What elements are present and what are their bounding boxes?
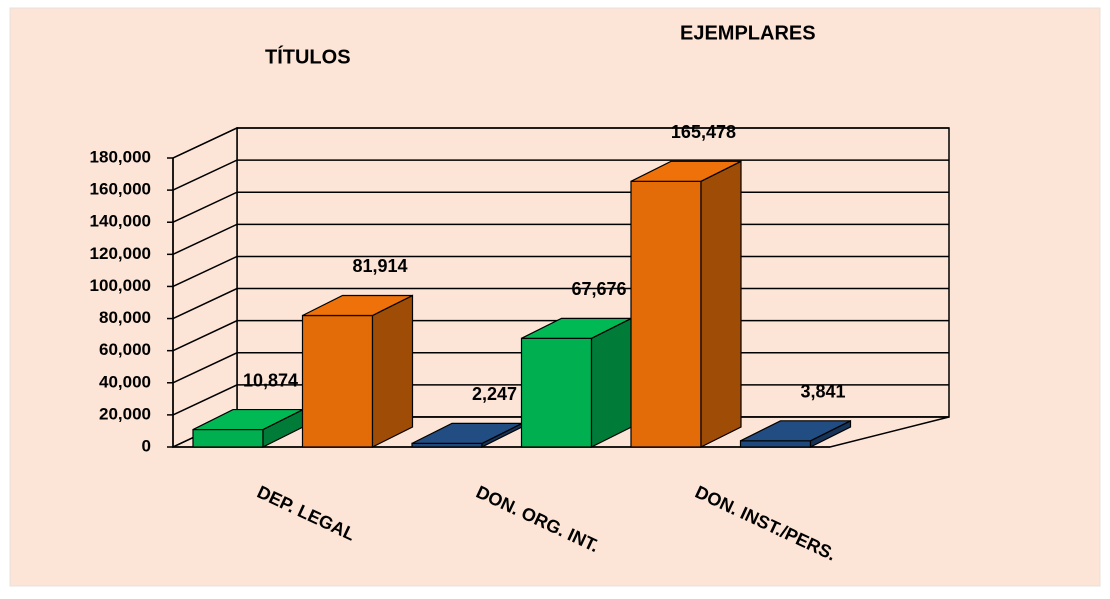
value-label: 2,247 bbox=[472, 384, 517, 404]
y-tick-label: 180,000 bbox=[90, 147, 151, 166]
y-tick-label: 40,000 bbox=[99, 372, 151, 391]
bar-front bbox=[301, 314, 374, 448]
bar-front bbox=[630, 180, 702, 448]
y-tick-label: 60,000 bbox=[99, 340, 151, 359]
bar-front bbox=[192, 428, 264, 448]
value-label: 3,841 bbox=[800, 382, 845, 402]
y-tick-label: 0 bbox=[142, 436, 151, 455]
y-tick-label: 80,000 bbox=[99, 308, 151, 327]
bar bbox=[630, 160, 742, 448]
bar bbox=[301, 294, 414, 448]
bar bbox=[411, 422, 523, 448]
bar-front bbox=[739, 440, 812, 448]
grid-line bbox=[172, 159, 949, 191]
y-tick-label: 20,000 bbox=[99, 404, 151, 423]
bar bbox=[520, 317, 633, 448]
grid-line bbox=[172, 127, 949, 159]
bar-side bbox=[371, 294, 414, 448]
annotation: TÍTULOS bbox=[265, 45, 351, 68]
value-label: 165,478 bbox=[671, 122, 736, 142]
y-tick-label: 120,000 bbox=[90, 244, 151, 263]
bar-top bbox=[630, 160, 742, 182]
bar-side bbox=[590, 317, 633, 448]
bar-top bbox=[740, 420, 851, 442]
bar-top bbox=[302, 294, 413, 317]
bar-side bbox=[700, 160, 742, 448]
bar bbox=[739, 419, 852, 448]
y-tick-label: 100,000 bbox=[90, 276, 151, 295]
value-label: 81,914 bbox=[352, 256, 407, 276]
value-label: 10,874 bbox=[243, 370, 298, 390]
bar bbox=[192, 408, 304, 448]
bar-front bbox=[520, 337, 593, 448]
y-tick-label: 160,000 bbox=[90, 180, 151, 199]
y-tick-label: 140,000 bbox=[90, 212, 151, 231]
annotation: EJEMPLARES bbox=[680, 22, 816, 44]
value-label: 67,676 bbox=[571, 279, 626, 299]
